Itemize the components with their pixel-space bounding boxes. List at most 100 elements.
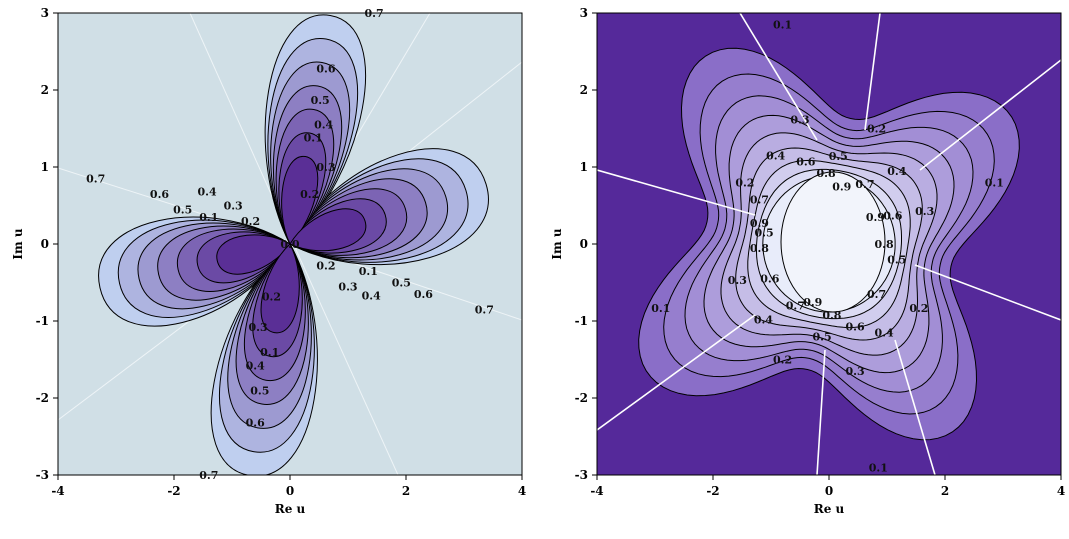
contour-lobe: [216, 234, 291, 275]
contour-label: 0.5: [311, 94, 330, 107]
x-tick-label: 2: [941, 484, 949, 498]
contour-label: 0.1: [651, 302, 670, 315]
y-tick-label: -3: [36, 468, 49, 482]
contour-label: 0.4: [362, 290, 381, 303]
contour-lobe: [289, 208, 367, 252]
contour-label: 0.3: [316, 161, 335, 174]
central-region: [780, 171, 886, 313]
contour-lobes: [638, 47, 1020, 441]
contour-label: 0.5: [392, 277, 411, 290]
contour-label: 0.4: [887, 165, 906, 178]
axes: -4 -2 0 2 4 3 2 1 0 -1 -2 -3 Re u Im u: [11, 6, 526, 516]
y-tick-label: 2: [41, 83, 49, 97]
x-tick-label: -2: [706, 484, 719, 498]
left-contour-plot: 0.7 0.6 0.5 0.4 0.3 0.1 0.2 0.7 0.6 0.4 0.5 0.3 0.1 0…: [0, 0, 535, 535]
contour-label: 0.9: [832, 180, 851, 193]
y-tick-label: -1: [36, 314, 49, 328]
x-tick-label: 0: [825, 484, 833, 498]
right-contour-plot: 0.1 0.2 0.3 0.4 0.6 0.5 0.8 0.4 0.2 0.9 0.7 0.1 0.7 0…: [535, 0, 1069, 535]
contour-label: 0.8: [875, 238, 894, 251]
contour-label: 0.4: [197, 186, 216, 199]
contour-label: 0.3: [790, 113, 809, 126]
contour-label: 0.7: [86, 173, 105, 186]
y-axis-label: Im u: [550, 228, 564, 259]
y-tick-label: 3: [41, 6, 49, 20]
contour-label: 0.2: [300, 188, 319, 201]
contour-label: 0.7: [475, 303, 494, 316]
contour-label: 0.4: [754, 313, 773, 326]
contour-label: 0.3: [224, 200, 243, 213]
contour-label: 0.2: [316, 260, 335, 273]
contour-label: 0.1: [199, 211, 218, 224]
contour-label: 0.6: [414, 288, 433, 301]
contour-label: 0.2: [909, 302, 928, 315]
contour-label: 0.6: [760, 273, 779, 286]
contour-label: 0.3: [915, 205, 934, 218]
contour-label: 0.8: [750, 242, 769, 255]
contour-label: 0.5: [173, 203, 192, 216]
y-tick-label: 0: [580, 237, 588, 251]
y-tick-label: -3: [575, 468, 588, 482]
contour-labels: 0.10.20.30.4 0.6 0.50.8 0.40.2 0.9 0.7 0.10.70…: [651, 19, 1004, 475]
contour-label: 0.6: [150, 188, 169, 201]
contour-label: 0.7: [855, 178, 874, 191]
contour-label: 0.2: [773, 354, 792, 367]
x-tick-label: 0: [286, 484, 294, 498]
x-tick-label: 4: [1057, 484, 1065, 498]
y-tick-label: 3: [580, 6, 588, 20]
contour-label: 0.9: [803, 296, 822, 309]
contour-label: 0.7: [750, 193, 769, 206]
contour-label: 0.5: [887, 253, 906, 266]
contour-label: 0.7: [786, 300, 805, 313]
contour-labels: 0.70.60.50.40.30.10.20.70.6 0.40.5 0.30.1 0…: [86, 7, 494, 482]
y-tick-label: 1: [580, 160, 588, 174]
contour-label: 0.5: [812, 330, 831, 343]
y-tick-label: 2: [580, 83, 588, 97]
x-tick-label: 4: [518, 484, 526, 498]
contour-label: 0.1: [773, 19, 792, 32]
contour-lobes: [98, 14, 489, 475]
x-tick-label: 2: [402, 484, 410, 498]
contour-label: 0.6: [796, 156, 815, 169]
contour-label: 0.6: [246, 417, 265, 430]
axes: -4 -2 0 2 4 3 2 1 0 -1 -2 -3 Re u Im u: [550, 6, 1065, 516]
right-contour-svg: 0.10.20.30.4 0.6 0.50.8 0.40.2 0.9 0.7 0.10.70…: [535, 0, 1069, 535]
contour-label: 0.1: [304, 132, 323, 145]
contour-label: 0.1: [260, 346, 279, 359]
x-axis-label: Re u: [814, 502, 845, 516]
left-contour-svg: 0.70.60.50.40.30.10.20.70.6 0.40.5 0.30.1 0…: [0, 0, 535, 535]
contour-lobe: [260, 243, 300, 334]
y-tick-label: 0: [41, 237, 49, 251]
x-tick-label: -2: [167, 484, 180, 498]
contour-label: 0.3: [728, 274, 747, 287]
contour-label: 0.2: [735, 176, 754, 189]
contour-label: 0.5: [754, 226, 773, 239]
plot-area: [597, 13, 1061, 475]
contour-label: 0.7: [365, 7, 384, 20]
contour-label: 0.4: [246, 360, 265, 373]
contour-label: 0.8: [817, 167, 836, 180]
contour-label: 0.2: [262, 290, 281, 303]
y-tick-label: 1: [41, 160, 49, 174]
contour-label: 0.1: [985, 176, 1004, 189]
contour-label: 0.7: [199, 469, 218, 482]
y-tick-label: -2: [36, 391, 49, 405]
contour-label: 0.2: [867, 123, 886, 136]
y-tick-label: -1: [575, 314, 588, 328]
contour-label: 0.1: [359, 265, 378, 278]
x-axis-label: Re u: [275, 502, 306, 516]
contour-label: 0.1: [869, 461, 888, 474]
contour-label: 0.7: [867, 288, 886, 301]
plot-area: [58, 13, 522, 475]
contour-label: 0.6: [316, 62, 335, 75]
contour-label: 0.6: [846, 320, 865, 333]
contour-lobe: [281, 156, 319, 245]
contour-label: 0.3: [846, 365, 865, 378]
contour-label: 0.3: [338, 280, 357, 293]
contour-label: 0.5: [250, 384, 269, 397]
contour-label: 0.6: [883, 210, 902, 223]
contour-label: 0.8: [822, 309, 841, 322]
x-tick-label: -4: [51, 484, 64, 498]
contour-label: 0.9: [866, 211, 885, 224]
contour-label: 0.9: [750, 217, 769, 230]
